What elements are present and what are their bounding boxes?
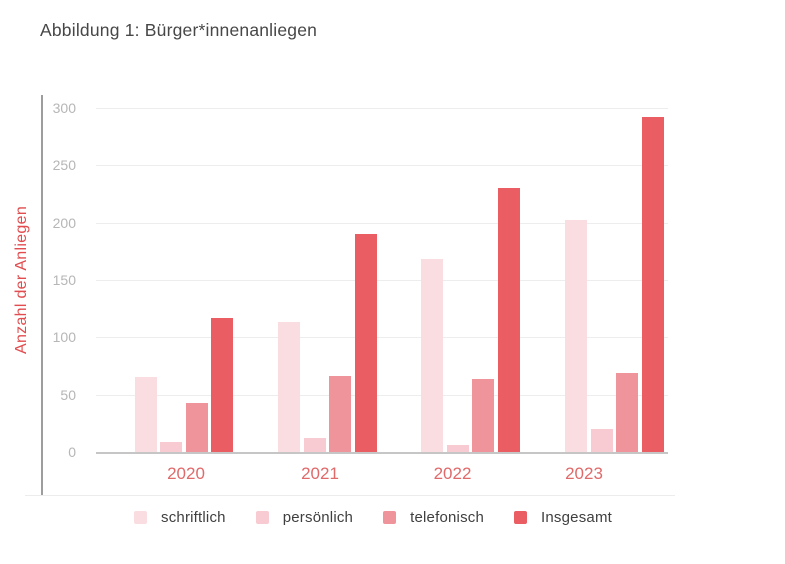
y-tick-label: 250 bbox=[52, 157, 76, 174]
chart-bottom-border bbox=[25, 495, 675, 496]
grid-line bbox=[96, 108, 668, 109]
grid-line bbox=[96, 165, 668, 167]
legend-swatch bbox=[514, 511, 528, 524]
y-tick-label: 150 bbox=[52, 272, 76, 288]
y-tick-label: 50 bbox=[60, 386, 76, 403]
legend-item-telefonisch: telefonisch bbox=[383, 509, 484, 526]
x-tick-label: 2021 bbox=[301, 464, 339, 483]
legend-swatch bbox=[134, 511, 147, 524]
y-axis-label: Anzahl der Anliegen bbox=[13, 205, 30, 355]
bar-Insgesamt-2021 bbox=[354, 234, 377, 452]
bar-Insgesamt-2020 bbox=[211, 317, 234, 452]
legend-label: Insgesamt bbox=[541, 509, 613, 526]
grid-line bbox=[96, 337, 668, 339]
bar-telefonisch-2023 bbox=[616, 372, 639, 452]
grid-line bbox=[96, 222, 668, 224]
bar-schriftlich-2022 bbox=[421, 259, 444, 452]
y-tick-label: 100 bbox=[52, 329, 76, 346]
y-tick-label: 0 bbox=[68, 444, 76, 460]
legend-item-Insgesamt: Insgesamt bbox=[514, 509, 612, 526]
y-tick-label: 300 bbox=[52, 100, 76, 116]
x-tick-label: 2020 bbox=[167, 464, 205, 483]
chart-title: Abbildung 1: Bürger*innenanliegen bbox=[40, 20, 318, 40]
bar-persönlich-2021 bbox=[303, 438, 326, 452]
bar-Insgesamt-2022 bbox=[497, 188, 520, 452]
legend-label: persönlich bbox=[282, 509, 354, 526]
bar-persönlich-2023 bbox=[590, 429, 613, 452]
grid-line bbox=[96, 280, 668, 281]
bar-telefonisch-2022 bbox=[472, 378, 495, 452]
bar-Insgesamt-2023 bbox=[641, 117, 664, 452]
x-axis-line bbox=[96, 452, 668, 454]
bar-persönlich-2020 bbox=[160, 441, 183, 452]
bar-telefonisch-2021 bbox=[329, 376, 352, 452]
legend-label: schriftlich bbox=[161, 509, 226, 526]
bar-schriftlich-2021 bbox=[278, 322, 301, 452]
grid-line bbox=[96, 394, 668, 396]
legend-label: telefonisch bbox=[410, 509, 485, 526]
legend-swatch bbox=[383, 511, 397, 524]
chart-legend: schriftlich persönlich telefonisch Insgesam… bbox=[134, 509, 642, 526]
x-tick-label: 2023 bbox=[565, 464, 603, 483]
legend-item-persönlich: persönlich bbox=[255, 509, 354, 526]
legend-item-schriftlich: schriftlich bbox=[134, 509, 226, 526]
bar-schriftlich-2020 bbox=[134, 377, 157, 452]
y-axis-line bbox=[41, 95, 43, 496]
x-tick-label: 2022 bbox=[433, 464, 472, 483]
bar-persönlich-2022 bbox=[446, 445, 469, 452]
legend-swatch bbox=[255, 511, 269, 524]
bar-telefonisch-2020 bbox=[185, 402, 208, 452]
bar-schriftlich-2023 bbox=[565, 220, 588, 452]
y-tick-label: 200 bbox=[52, 214, 76, 231]
